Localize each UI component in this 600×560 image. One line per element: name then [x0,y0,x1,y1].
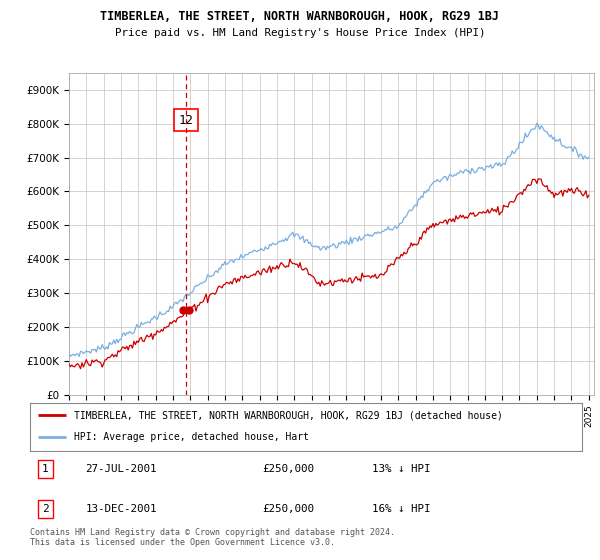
Text: Contains HM Land Registry data © Crown copyright and database right 2024.
This d: Contains HM Land Registry data © Crown c… [30,528,395,548]
Text: TIMBERLEA, THE STREET, NORTH WARNBOROUGH, HOOK, RG29 1BJ (detached house): TIMBERLEA, THE STREET, NORTH WARNBOROUGH… [74,410,503,420]
Text: Price paid vs. HM Land Registry's House Price Index (HPI): Price paid vs. HM Land Registry's House … [115,28,485,38]
Text: 13% ↓ HPI: 13% ↓ HPI [372,464,431,474]
Text: TIMBERLEA, THE STREET, NORTH WARNBOROUGH, HOOK, RG29 1BJ: TIMBERLEA, THE STREET, NORTH WARNBOROUGH… [101,10,499,22]
Text: HPI: Average price, detached house, Hart: HPI: Average price, detached house, Hart [74,432,309,442]
Text: £250,000: £250,000 [262,504,314,514]
Text: £250,000: £250,000 [262,464,314,474]
Text: 13-DEC-2001: 13-DEC-2001 [85,504,157,514]
Text: 27-JUL-2001: 27-JUL-2001 [85,464,157,474]
Text: 1: 1 [42,464,49,474]
Text: 16% ↓ HPI: 16% ↓ HPI [372,504,431,514]
Text: 12: 12 [178,114,193,127]
Text: 2: 2 [42,504,49,514]
